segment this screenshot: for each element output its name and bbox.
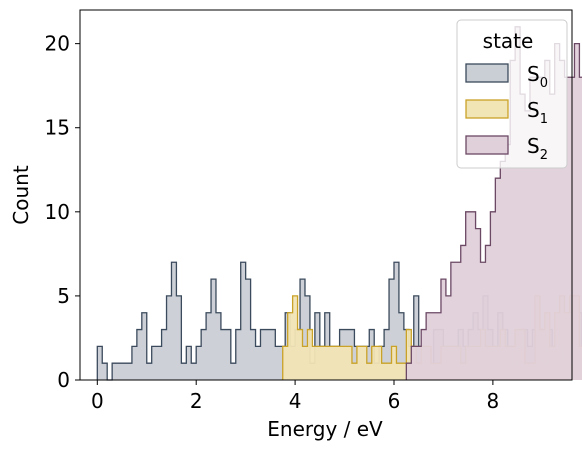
x-axis-label: Energy / eV	[267, 417, 383, 441]
legend-label-s2: S2	[527, 134, 548, 163]
legend-swatch-s0	[465, 63, 509, 83]
legend-entries: S0 S1 S2	[465, 62, 548, 163]
y-tick-label: 5	[57, 284, 70, 308]
y-tick-label: 10	[45, 200, 70, 224]
legend: state S0 S1 S2	[456, 19, 568, 169]
y-tick-label: 0	[57, 368, 70, 392]
x-tick-label: 4	[289, 389, 302, 413]
legend-swatch-s2	[465, 135, 509, 155]
y-axis-label: Count	[9, 165, 33, 225]
legend-box	[456, 19, 568, 169]
x-axis-ticks: 0 2 4 6 8	[91, 380, 499, 413]
axes-frame	[79, 9, 573, 381]
y-axis-ticks: 0 5 10 15 20	[45, 32, 80, 392]
legend-swatch-s1	[465, 99, 509, 119]
y-tick-label: 15	[45, 116, 70, 140]
x-tick-label: 6	[388, 389, 401, 413]
legend-label-s1: S1	[527, 98, 548, 127]
legend-title: state	[483, 29, 534, 53]
x-tick-label: 2	[190, 389, 203, 413]
y-tick-label: 20	[45, 32, 70, 56]
x-tick-label: 0	[91, 389, 104, 413]
legend-label-s0: S0	[527, 62, 548, 91]
x-tick-label: 8	[487, 389, 500, 413]
